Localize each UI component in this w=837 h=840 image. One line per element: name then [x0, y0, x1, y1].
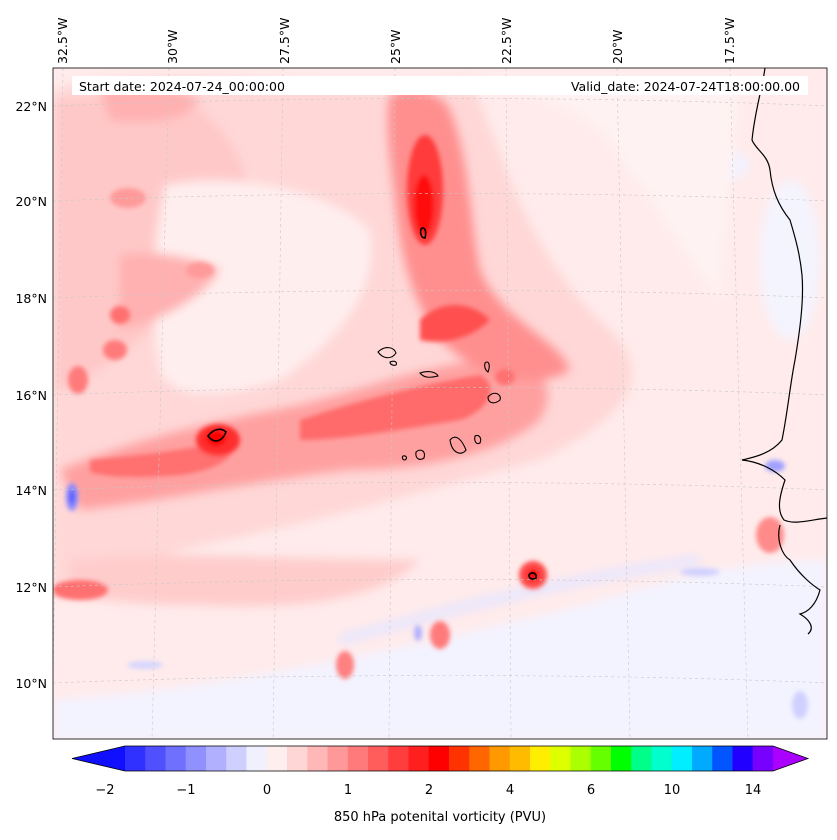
colorbar-segment [125, 746, 146, 771]
lon-label: 20°W [610, 29, 625, 64]
lon-label: 22.5°W [499, 18, 514, 64]
colorbar-segment [185, 746, 207, 771]
colorbar-segment [671, 746, 693, 771]
colorbar-segment [266, 746, 288, 771]
lon-label: 32.5°W [55, 18, 70, 64]
colorbar-segment [611, 746, 632, 771]
latitude-labels: 22°N 20°N 18°N 16°N 14°N 12°N 10°N [15, 99, 47, 691]
colorbar-segment [368, 746, 389, 771]
colorbar [71, 745, 810, 772]
lat-label: 16°N [15, 388, 47, 403]
colorbar-tick-label: 6 [587, 783, 595, 798]
lat-label: 20°N [15, 194, 47, 209]
colorbar-segment [530, 746, 551, 771]
lon-label: 25°W [388, 29, 403, 64]
colorbar-segment [246, 746, 268, 771]
colorbar-segment [590, 746, 612, 771]
lon-label: 27.5°W [277, 18, 292, 64]
colorbar-segment [489, 746, 511, 771]
colorbar-segment [651, 746, 673, 771]
lon-label: 17.5°W [722, 18, 737, 64]
lat-label: 22°N [15, 99, 47, 114]
lat-label: 10°N [15, 676, 47, 691]
colorbar-segment [287, 746, 308, 771]
longitude-labels: 32.5°W 30°W 27.5°W 25°W 22.5°W 20°W 17.5… [55, 18, 737, 64]
colorbar-segment [206, 746, 227, 771]
colorbar-segment [712, 746, 733, 771]
header-box [72, 76, 808, 95]
lon-label: 30°W [165, 29, 180, 64]
colorbar-tick-label: 0 [263, 783, 271, 798]
colorbar-tick-label: 4 [506, 783, 514, 798]
map-area[interactable] [52, 68, 827, 740]
colorbar-segment [165, 746, 187, 771]
colorbar-segment [428, 746, 450, 771]
colorbar-segment [327, 746, 349, 771]
colorbar-segment [570, 746, 592, 771]
african-coastline [741, 68, 827, 523]
lat-label: 12°N [15, 580, 47, 595]
colorbar-segment [449, 746, 470, 771]
colorbar-extend-high [773, 746, 808, 771]
colorbar-segment [550, 746, 571, 771]
colorbar-tick-label: 10 [664, 783, 681, 798]
lat-label: 18°N [15, 291, 47, 306]
colorbar-segment [752, 746, 774, 771]
colorbar-segment [307, 746, 328, 771]
start-date-text: Start date: 2024-07-24_00:00:00 [79, 79, 285, 94]
colorbar-ticks: −2 −1 0 1 2 4 6 10 14 [95, 783, 761, 798]
colorbar-segment [509, 746, 531, 771]
colorbar-tick-label: 14 [745, 783, 762, 798]
colorbar-segment [226, 746, 247, 771]
colorbar-tick-label: 1 [344, 783, 352, 798]
colorbar-title: 850 hPa potenital vorticity (PVU) [334, 810, 546, 825]
colorbar-outline [71, 745, 810, 772]
lat-label: 14°N [15, 483, 47, 498]
valid-date-text: Valid_date: 2024-07-24T18:00:00.00 [571, 79, 800, 94]
colorbar-segment [347, 746, 369, 771]
colorbar-segment [469, 746, 490, 771]
colorbar-tick-label: −1 [176, 783, 195, 798]
colorbar-segment [388, 746, 409, 771]
colorbar-segment [631, 746, 652, 771]
colorbar-tick-label: 2 [425, 783, 433, 798]
colorbar-segment [408, 746, 430, 771]
colorbar-tick-label: −2 [95, 783, 114, 798]
colorbar-segment [692, 746, 713, 771]
colorbar-segment [732, 746, 754, 771]
colorbar-extend-low [72, 746, 125, 771]
colorbar-segment [145, 746, 166, 771]
